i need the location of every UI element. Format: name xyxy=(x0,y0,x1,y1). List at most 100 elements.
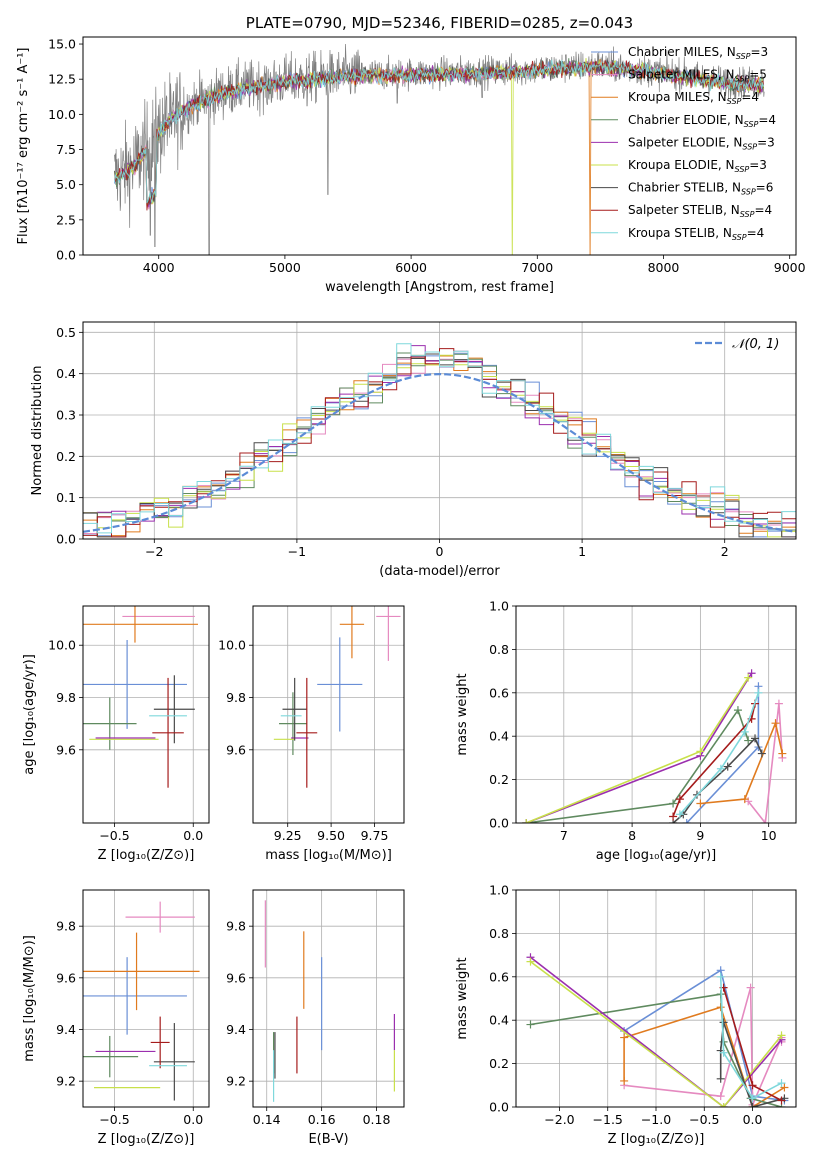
marker-salpeter-stelib xyxy=(748,1081,757,1090)
x-tick-label: −1.5 xyxy=(593,1112,623,1127)
y-tick-label: 9.8 xyxy=(56,690,76,705)
marker-kroupa-elodie xyxy=(744,673,753,682)
x-axis-label: E(B-V) xyxy=(308,1132,348,1147)
marker-salpeter-miles xyxy=(774,699,783,708)
axes-frame xyxy=(252,605,405,824)
x-tick-label: 10 xyxy=(761,828,777,843)
y-tick-label: 7.5 xyxy=(56,142,76,157)
marker-kroupa-stelib xyxy=(716,764,725,773)
line-salpeter-stelib xyxy=(672,703,756,817)
y-tick-label: 2.5 xyxy=(56,212,76,227)
x-axis-label: mass [log₁₀(M/M⊙)] xyxy=(265,848,392,863)
legend-label: Chabrier ELODIE, NSSP=4 xyxy=(628,113,776,129)
marker-chabrier-stelib xyxy=(723,762,732,771)
y-tick-label: 0.0 xyxy=(56,248,76,263)
y-tick-label: 9.4 xyxy=(226,1022,246,1037)
marker-kroupa-elodie xyxy=(777,1031,786,1040)
x-tick-label: 1 xyxy=(578,544,586,559)
y-tick-label: 9.2 xyxy=(226,1074,246,1089)
marker-chabrier-elodie xyxy=(744,736,753,745)
marker-salpeter-miles xyxy=(761,819,770,823)
marker-kroupa-miles xyxy=(620,1033,629,1042)
plot-area xyxy=(83,901,200,1101)
model-spectrum-kroupa-stelib xyxy=(114,59,765,204)
marker-kroupa-miles xyxy=(778,749,787,758)
x-tick-label: −2.0 xyxy=(544,1112,574,1127)
marker-chabrier-elodie xyxy=(669,799,678,808)
y-axis-label: mass weight xyxy=(455,957,470,1039)
marker-salpeter-stelib xyxy=(675,795,684,804)
marker-kroupa-miles xyxy=(771,719,780,728)
axes-frame xyxy=(515,889,797,1108)
legend-label: Kroupa MILES, NSSP=4 xyxy=(628,90,759,106)
histogram-kroupa-stelib xyxy=(83,343,796,534)
line-kroupa-miles xyxy=(700,720,784,805)
x-tick-label: 5000 xyxy=(269,260,301,275)
plot-area xyxy=(83,606,198,788)
x-axis-label: (data-model)/error xyxy=(379,564,500,579)
x-tick-label: 9 xyxy=(696,828,704,843)
x-tick-label: 9.25 xyxy=(274,828,302,843)
marker-kroupa-stelib xyxy=(754,688,763,697)
axes-frame xyxy=(82,321,797,540)
panel-spectrum: 4000 5000 6000 7000 8000 9000 0.0 2.5 5.0 7.5 10.0… xyxy=(16,14,806,295)
y-tick-label: 0.0 xyxy=(56,532,76,547)
y-tick-label: 0.6 xyxy=(489,969,509,984)
y-tick-label: 0.6 xyxy=(489,685,509,700)
marker-chabrier-elodie xyxy=(526,1020,535,1029)
y-tick-label: 9.8 xyxy=(226,690,246,705)
legend-label: Salpeter MILES, NSSP=5 xyxy=(628,68,767,84)
marker-kroupa-elodie xyxy=(696,747,705,756)
y-tick-label: 10.0 xyxy=(48,107,76,122)
marker-salpeter-miles xyxy=(746,983,755,992)
x-tick-label: 8000 xyxy=(648,260,680,275)
axes-frame xyxy=(82,605,210,824)
x-axis-label: Z [log₁₀(Z/Z⊙)] xyxy=(98,848,195,863)
y-tick-label: 0.5 xyxy=(56,325,76,340)
marker-chabrier-stelib xyxy=(719,1018,728,1027)
marker-kroupa-miles xyxy=(780,1083,789,1092)
marker-kroupa-stelib xyxy=(748,1094,757,1103)
plot-area xyxy=(522,669,787,823)
legend: 𝒩(0, 1) xyxy=(695,337,779,352)
y-tick-label: 0.0 xyxy=(489,1100,509,1115)
x-tick-label: 7000 xyxy=(521,260,553,275)
y-tick-label: 0.2 xyxy=(56,449,76,464)
y-tick-label: 12.5 xyxy=(48,72,76,87)
x-tick-label: 0.0 xyxy=(183,1112,203,1127)
panel-massweight-vs-age: 7 8 9 10 0.0 0.2 0.4 0.6 0.8 1.0 age [log₁₀(age/yr… xyxy=(455,599,797,863)
y-tick-label: 15.0 xyxy=(48,37,76,52)
chart-title: PLATE=0790, MJD=52346, FIBERID=0285, z=0… xyxy=(246,14,633,32)
x-tick-label: 0.16 xyxy=(308,1112,336,1127)
x-tick-label: −1.0 xyxy=(641,1112,671,1127)
y-tick-label: 9.6 xyxy=(56,742,76,757)
marker-chabrier-miles xyxy=(682,819,691,823)
x-tick-label: 6000 xyxy=(395,260,427,275)
x-tick-label: 8 xyxy=(628,828,636,843)
x-tick-label: 7 xyxy=(560,828,568,843)
x-axis-label: Z [log₁₀(Z/Z⊙)] xyxy=(98,1132,195,1147)
y-tick-label: 1.0 xyxy=(489,883,509,898)
y-tick-label: 10.0 xyxy=(48,638,76,653)
legend-label: Kroupa ELODIE, NSSP=3 xyxy=(628,158,767,174)
y-tick-label: 9.8 xyxy=(56,919,76,934)
panel-mass-vs-Z: −0.5 0.0 9.2 9.4 9.6 9.8 Z [log₁₀(Z/Z⊙)] mass [… xyxy=(22,889,210,1147)
y-tick-label: 9.8 xyxy=(226,919,246,934)
x-tick-label: −2 xyxy=(145,544,163,559)
x-tick-label: −1 xyxy=(288,544,306,559)
plot-area xyxy=(264,900,395,1102)
marker-salpeter-elodie xyxy=(747,669,756,678)
x-tick-label: −0.5 xyxy=(689,1112,719,1127)
marker-chabrier-stelib xyxy=(716,1074,725,1083)
axes-frame xyxy=(82,36,797,256)
panel-age-vs-Z: −0.5 0.0 9.6 9.8 10.0 Z [log₁₀(Z/Z⊙)] age [log… xyxy=(22,605,210,863)
legend: Chabrier MILES, NSSP=3 Salpeter MILES, NS… xyxy=(591,45,776,242)
x-tick-label: 0.0 xyxy=(183,828,203,843)
plot-area xyxy=(526,953,789,1107)
y-tick-label: 5.0 xyxy=(56,177,76,192)
marker-kroupa-miles xyxy=(740,795,749,804)
x-tick-label: 4000 xyxy=(143,260,175,275)
y-axis-label: age [log₁₀(age/yr)] xyxy=(22,654,37,775)
legend-label: Salpeter ELODIE, NSSP=3 xyxy=(628,135,775,151)
